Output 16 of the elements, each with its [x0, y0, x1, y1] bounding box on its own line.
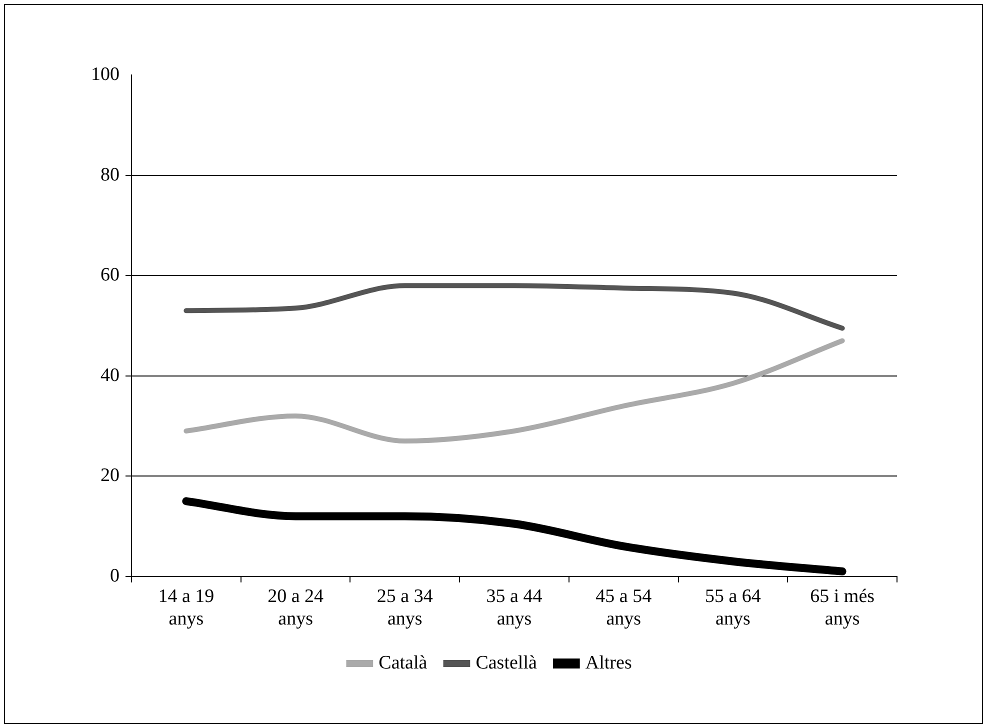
legend-label: Català — [378, 652, 428, 674]
y-tick-label: 20 — [100, 465, 120, 486]
x-tick-label: 65 i més anys — [810, 586, 875, 630]
y-tick-label: 0 — [110, 565, 120, 586]
x-tick-label: 20 a 24 anys — [268, 586, 324, 630]
y-tick-label: 80 — [100, 164, 120, 186]
x-tick-label: 55 a 64 anys — [704, 586, 762, 630]
legend-label: Altres — [585, 652, 632, 674]
x-tick-label: 14 a 19 anys — [158, 586, 214, 630]
legend-label: Castellà — [476, 652, 538, 674]
y-tick-label: 100 — [91, 64, 120, 85]
x-tick-label: 25 a 34 anys — [376, 586, 434, 630]
y-tick-label: 40 — [100, 364, 120, 386]
x-tick-label: 35 a 44 anys — [486, 586, 543, 630]
y-tick-label: 60 — [100, 264, 120, 286]
x-tick-label: 45 a 54 anys — [596, 586, 652, 630]
